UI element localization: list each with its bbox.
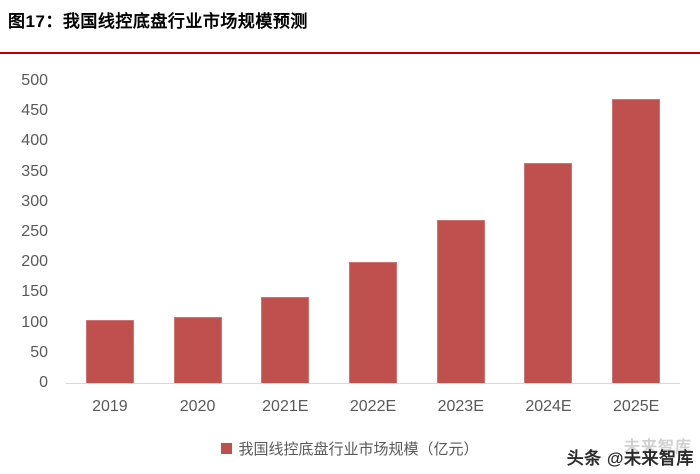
bar-cell xyxy=(241,81,329,383)
bar-cell xyxy=(592,81,680,383)
bar-cell xyxy=(417,81,505,383)
legend-swatch-icon xyxy=(221,442,233,454)
chart-legend: 我国线控底盘行业市场规模（亿元） xyxy=(0,437,700,459)
chart-title: 图17：我国线控底盘行业市场规模预测 xyxy=(8,12,308,31)
y-axis-tick-label: 500 xyxy=(21,72,48,89)
bar-cell xyxy=(329,81,417,383)
legend-label: 我国线控底盘行业市场规模（亿元） xyxy=(238,440,479,458)
bar-2023E xyxy=(436,219,485,383)
title-divider-line xyxy=(0,52,700,54)
x-axis-tick-label: 2019 xyxy=(92,398,128,415)
x-axis-tick-label: 2025E xyxy=(613,398,660,415)
bar-chart: 500 450 400 350 300 250 200 150 100 50 0 2019 2020 2… xyxy=(0,60,700,415)
y-axis-tick-label: 300 xyxy=(21,192,48,210)
y-axis-tick-label: 100 xyxy=(21,313,48,331)
y-axis-tick-label: 350 xyxy=(21,162,48,180)
bar-2021E xyxy=(261,296,310,383)
y-axis-tick-label: 50 xyxy=(30,343,48,361)
x-axis-tick-label: 2024E xyxy=(525,398,572,415)
x-axis-tick-label: 2020 xyxy=(179,398,216,415)
bar-2024E xyxy=(524,162,573,383)
y-axis: 500 450 400 350 300 250 200 150 100 50 0 xyxy=(0,60,48,400)
x-axis: 2019 2020 2021E 2022E 2023E 2024E 2025E xyxy=(66,392,680,416)
y-axis-tick-label: 150 xyxy=(21,283,48,301)
bar-2025E xyxy=(612,99,661,383)
y-axis-tick-label: 400 xyxy=(21,132,48,150)
bar-cell xyxy=(154,81,242,383)
plot-area xyxy=(66,81,680,384)
x-axis-tick-label: 2023E xyxy=(437,398,484,415)
bar-2019 xyxy=(85,319,134,383)
bar-cell xyxy=(505,81,593,383)
y-axis-tick-label: 450 xyxy=(21,102,48,120)
x-axis-tick-label: 2021E xyxy=(262,398,309,415)
y-axis-tick-label: 200 xyxy=(21,253,48,271)
y-axis-tick-label: 0 xyxy=(39,374,48,391)
bar-2020 xyxy=(173,316,222,383)
y-axis-tick-label: 250 xyxy=(21,223,48,240)
bar-cell xyxy=(66,81,154,383)
bar-2022E xyxy=(349,262,398,383)
x-axis-tick-label: 2022E xyxy=(349,398,397,415)
